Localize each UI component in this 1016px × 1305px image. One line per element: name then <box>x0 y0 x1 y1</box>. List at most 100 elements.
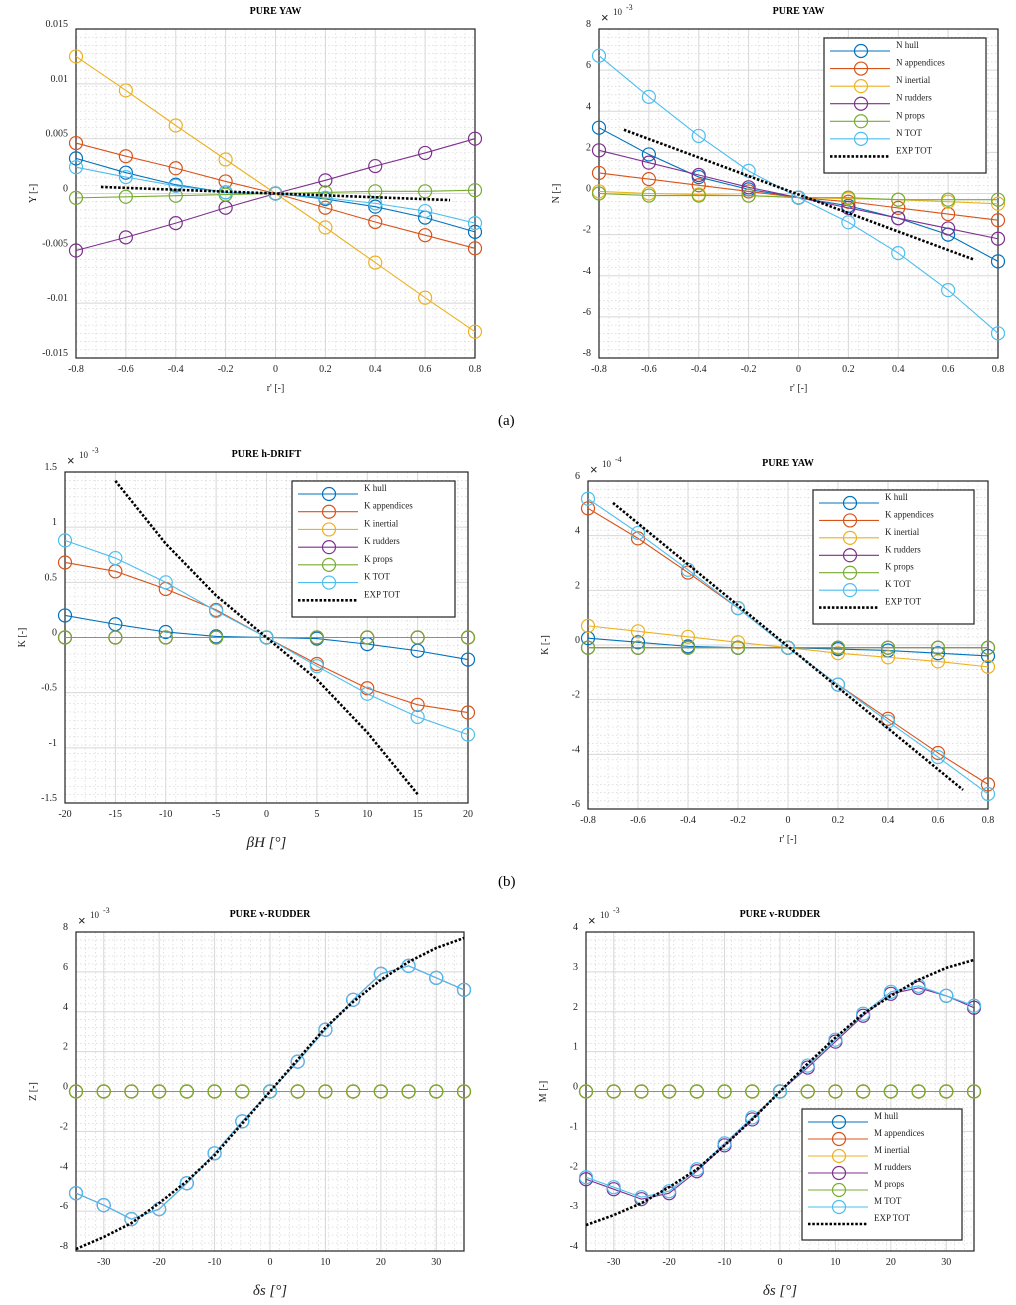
legend-swatch-marker <box>831 1199 847 1215</box>
data-point <box>118 169 133 185</box>
data-point <box>830 646 846 661</box>
data-point <box>218 152 233 167</box>
x-tick-label: 0.2 <box>319 364 332 375</box>
legend-swatch-marker <box>321 486 337 502</box>
data-point <box>168 178 183 193</box>
legend-entry-label: K hull <box>364 483 387 493</box>
data-point <box>207 1146 222 1161</box>
x-tick-label: 0.2 <box>842 364 855 375</box>
data-point <box>841 200 856 215</box>
legend-swatch-marker <box>842 495 858 511</box>
x-tick-label: 0.4 <box>892 364 905 375</box>
data-point <box>930 749 946 765</box>
x-tick-label: -0.6 <box>630 815 646 826</box>
data-point <box>410 697 425 712</box>
data-point <box>460 727 476 742</box>
data-point <box>118 230 133 245</box>
series-props <box>580 640 996 655</box>
data-point <box>580 501 596 516</box>
legend-swatch-marker <box>853 61 869 76</box>
y-tick-label: 3 <box>573 962 578 973</box>
legend-entry-label: K inertial <box>885 527 920 537</box>
x-tick-label: -10 <box>208 1257 221 1268</box>
x-tick-label: 0.4 <box>882 815 895 826</box>
data-point <box>641 89 656 104</box>
x-tick-label: 0.8 <box>992 364 1005 375</box>
x-tick-label: 0 <box>268 1257 273 1268</box>
data-point <box>456 982 472 997</box>
data-point <box>630 635 646 650</box>
chart-title: PURE YAW <box>762 458 814 469</box>
data-point <box>418 203 433 219</box>
legend-box <box>812 489 975 625</box>
axis-exponent-base: 10 <box>613 7 623 17</box>
x-tick-label: -30 <box>607 1257 620 1268</box>
data-point <box>741 184 756 199</box>
y-tick-label: 2 <box>575 580 580 591</box>
data-point <box>990 254 1006 269</box>
x-tick-label: -0.4 <box>168 364 184 375</box>
x-tick-label: -0.2 <box>218 364 234 375</box>
data-point <box>259 630 274 645</box>
y-tick-label: 0 <box>575 635 580 646</box>
x-tick-label: 30 <box>941 1257 951 1268</box>
data-point <box>980 640 996 655</box>
data-point <box>68 135 84 151</box>
data-point <box>606 1084 621 1099</box>
data-point <box>880 640 896 655</box>
legend-swatch-marker <box>853 79 869 94</box>
data-point <box>460 630 476 645</box>
y-tick-label: 0 <box>586 184 591 195</box>
x-tick-label: 0 <box>786 815 791 826</box>
data-point <box>730 635 746 650</box>
data-point <box>168 216 183 231</box>
data-point <box>68 151 84 166</box>
data-point <box>990 192 1006 207</box>
legend-entry-label: M inertial <box>874 1145 910 1155</box>
y-tick-label: 8 <box>586 19 591 30</box>
legend-swatch-marker <box>853 96 869 111</box>
y-tick-label: -4 <box>570 1241 578 1252</box>
data-point <box>641 155 656 170</box>
y-tick-label: -1 <box>49 738 57 749</box>
legend-swatch-marker <box>842 583 858 598</box>
legend-swatch-marker <box>842 530 858 545</box>
data-point <box>966 1084 982 1099</box>
data-point <box>828 1084 843 1099</box>
y-tick-label: -4 <box>583 266 591 277</box>
y-axis-label: Y [-] <box>28 184 39 203</box>
chart-2: -0.8 -0.6 -0.4 -0.2 0 0.2 0.4 0.6 0.8 -8 -6 -4 -2 0 2 4… <box>551 3 1006 394</box>
data-point <box>209 603 224 619</box>
x-axis-label: δs [°] <box>253 1283 287 1299</box>
legend-entry-label: N hull <box>896 40 919 50</box>
data-point <box>318 200 333 215</box>
y-tick-label: -1 <box>570 1121 578 1132</box>
data-point <box>360 630 375 645</box>
data-point <box>410 709 425 725</box>
legend-entry-label: M rudders <box>874 1162 912 1172</box>
data-point <box>290 1054 305 1069</box>
data-point <box>108 630 123 645</box>
y-tick-label: -2 <box>60 1121 68 1132</box>
data-point <box>368 214 383 230</box>
data-point <box>841 215 856 230</box>
x-tick-label: 0.6 <box>932 815 945 826</box>
legend-entry-label: K props <box>885 562 914 572</box>
data-point <box>930 654 946 669</box>
data-point <box>368 158 383 174</box>
chart-1: -0.8 -0.6 -0.4 -0.2 0 0.2 0.4 0.6 0.8 -0.015 -0.01… <box>28 6 483 394</box>
legend-entry-label: K TOT <box>885 579 911 589</box>
legend-entry-label: K appendices <box>885 509 934 519</box>
data-point <box>368 199 383 214</box>
data-point <box>966 998 982 1013</box>
data-point <box>591 186 607 201</box>
legend-swatch-marker <box>853 114 869 129</box>
x-tick-label: 10 <box>362 809 372 820</box>
data-point <box>580 640 596 655</box>
data-point <box>578 1084 594 1099</box>
legend-swatch-marker <box>853 43 869 59</box>
series-line <box>587 498 989 795</box>
y-axis-label: Z [-] <box>28 1082 39 1101</box>
x-axis-label: βH [°] <box>246 835 287 851</box>
